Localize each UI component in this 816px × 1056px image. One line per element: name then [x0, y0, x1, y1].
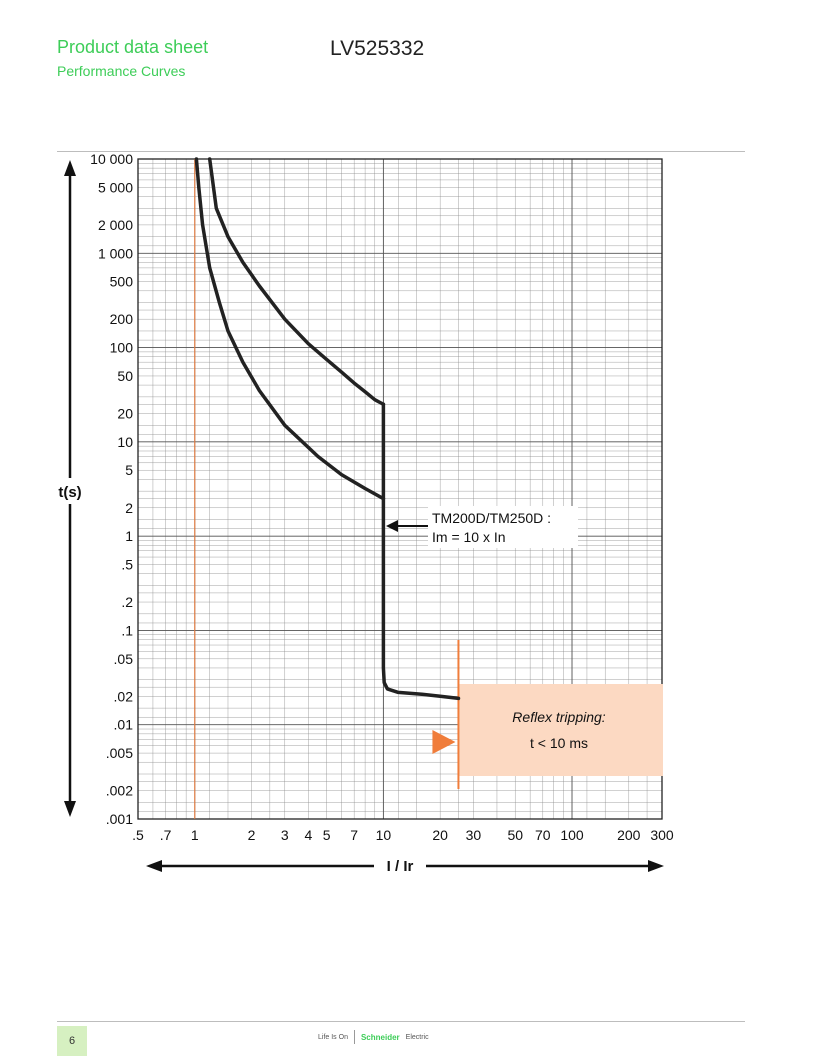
y-tick-label: .1	[121, 622, 133, 638]
brand-subname: Electric	[405, 1033, 429, 1041]
footer-divider	[57, 1021, 745, 1022]
y-tick-label: 20	[117, 405, 133, 421]
x-axis-arrow-head-left	[146, 860, 162, 872]
setting-label-line-2: Im = 10 x In	[432, 529, 506, 545]
y-tick-label: 2 000	[98, 217, 133, 233]
x-tick-label: 2	[248, 827, 256, 843]
x-tick-label: 10	[376, 827, 392, 843]
x-tick-label: 4	[304, 827, 312, 843]
reflex-tripping-box	[458, 684, 663, 776]
setting-arrow-head	[386, 520, 398, 532]
y-axis-arrow-head-down	[64, 801, 76, 817]
x-tick-label: 200	[617, 827, 641, 843]
y-tick-label: 200	[110, 311, 134, 327]
y-tick-label: 50	[117, 368, 133, 384]
x-axis-arrow-head-right	[648, 860, 664, 872]
y-tick-label: 1 000	[98, 245, 133, 261]
x-axis-label: I / Ir	[387, 858, 414, 875]
x-tick-label: .5	[132, 827, 144, 843]
x-tick-label: 30	[466, 827, 482, 843]
footer-separator	[353, 1030, 355, 1044]
y-tick-label: .02	[114, 688, 134, 704]
y-tick-label: 5 000	[98, 179, 133, 195]
setting-label-background	[428, 506, 578, 548]
x-tick-label: 1	[191, 827, 199, 843]
y-tick-label: .001	[106, 811, 133, 827]
y-tick-label: .05	[114, 651, 134, 667]
y-tick-label: 1	[125, 528, 133, 544]
y-tick-label: 500	[110, 274, 134, 290]
y-tick-label: .002	[106, 783, 133, 799]
y-tick-label: .005	[106, 745, 133, 761]
footer-tagline: Life Is On	[318, 1033, 348, 1041]
reflex-title: Reflex tripping:	[512, 709, 605, 725]
y-axis-label-background	[52, 478, 88, 504]
x-tick-label: 70	[535, 827, 551, 843]
sheet-subtitle: Performance Curves	[57, 63, 186, 79]
y-tick-label: 5	[125, 462, 133, 478]
y-axis-label: t(s)	[58, 484, 81, 501]
footer-logo: Life Is On Schneider Electric	[318, 1030, 429, 1044]
plot-frame	[137, 158, 663, 820]
y-tick-label: .2	[121, 594, 133, 610]
x-axis-label-background	[374, 855, 426, 877]
x-tick-label: .7	[160, 827, 172, 843]
sheet-title: Product data sheet	[57, 37, 209, 57]
y-tick-label: .01	[114, 717, 134, 733]
curve-instantaneous-trip	[381, 402, 461, 701]
y-tick-label: 100	[110, 340, 134, 356]
x-tick-label: 100	[560, 827, 584, 843]
reflex-marker-triangle	[432, 730, 456, 754]
brand-name: Schneider	[360, 1032, 400, 1042]
x-tick-label: 3	[281, 827, 289, 843]
y-tick-label: 10	[117, 434, 133, 450]
curve-upper-bound	[207, 157, 386, 407]
trip-curve-chart: TM200D/TM250D : Im = 10 x In Reflex trippi…	[52, 151, 674, 877]
y-tick-label: 2	[125, 500, 133, 516]
product-reference: LV525332	[330, 37, 425, 60]
x-tick-label: 300	[650, 827, 674, 843]
x-tick-label: 5	[323, 827, 331, 843]
curve-lower-bound	[194, 157, 386, 501]
header-divider	[57, 151, 745, 152]
reflex-value: t < 10 ms	[530, 735, 588, 751]
setting-label-line-1: TM200D/TM250D :	[432, 510, 551, 526]
page-number: 6	[57, 1026, 87, 1056]
x-tick-label: 20	[432, 827, 448, 843]
x-tick-label: 50	[507, 827, 523, 843]
y-axis-arrow-head-up	[64, 160, 76, 176]
x-tick-label: 7	[350, 827, 358, 843]
y-tick-label: 10 000	[90, 151, 133, 167]
y-tick-label: .5	[121, 557, 133, 573]
